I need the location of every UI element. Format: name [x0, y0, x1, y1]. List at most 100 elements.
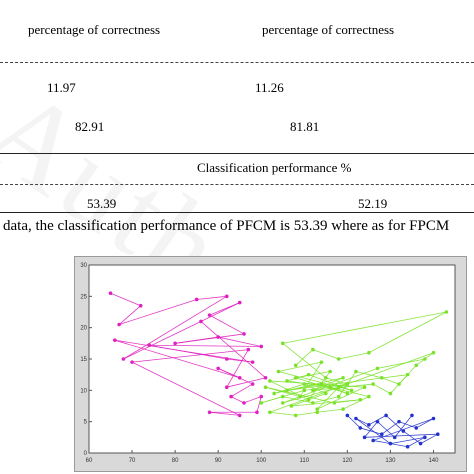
green-link-line [312, 349, 339, 360]
x-tick-label: 120 [342, 458, 353, 464]
magenta-point [108, 291, 113, 295]
magenta-point [242, 332, 246, 336]
green-link-line [282, 396, 313, 404]
blue-point [418, 441, 423, 446]
green-point [319, 360, 324, 364]
green-point [345, 382, 350, 386]
green-point [345, 391, 350, 396]
magenta-point [259, 394, 264, 399]
green-point [263, 385, 268, 389]
blue-link-line [420, 433, 438, 444]
header-col1: percentage of correctness [28, 22, 161, 37]
magenta-link-line [200, 321, 266, 379]
magenta-point [207, 410, 212, 415]
x-tick-label: 70 [129, 458, 136, 464]
green-point [405, 372, 410, 377]
magenta-link-line [123, 302, 240, 360]
cell-r1c1: 11.97 [47, 80, 76, 95]
magenta-link-line [209, 411, 240, 416]
green-point [388, 391, 393, 396]
blue-point [354, 416, 358, 421]
cell-r2c1: 82.91 [75, 119, 105, 134]
y-tick-label: 30 [80, 263, 87, 269]
y-tick-label: 15 [80, 357, 87, 363]
green-link-line [295, 371, 331, 379]
green-point [380, 376, 384, 380]
green-link-line [317, 408, 344, 413]
green-point [349, 388, 354, 393]
x-tick-label: 60 [86, 458, 93, 464]
magenta-link-line [243, 396, 262, 404]
y-tick-label: 25 [80, 294, 87, 300]
green-point [311, 401, 315, 405]
magenta-point [237, 300, 242, 305]
blue-link-line [381, 421, 400, 435]
green-link-line [295, 349, 314, 366]
green-link-line [295, 411, 318, 416]
blue-point [435, 432, 440, 436]
blue-point [380, 432, 384, 436]
green-point [280, 401, 285, 405]
magenta-link-line [175, 336, 219, 344]
green-link-line [308, 374, 352, 391]
green-point [367, 394, 371, 399]
blue-link-line [398, 421, 417, 429]
magenta-point [216, 366, 220, 371]
magenta-link-line [123, 295, 227, 360]
green-point [306, 372, 311, 377]
green-link-line [372, 383, 391, 394]
classification-c1: 53.39 [87, 196, 117, 211]
green-point [367, 350, 371, 355]
blue-point [431, 416, 436, 421]
green-point [362, 385, 367, 389]
magenta-link-line [119, 299, 197, 325]
magenta-point [207, 313, 212, 317]
green-point [375, 366, 380, 371]
header-divider [0, 62, 474, 63]
blue-link-line [360, 427, 382, 435]
green-point [311, 388, 315, 393]
header-col2: percentage of correctness [262, 22, 395, 37]
magenta-link-line [149, 344, 262, 347]
green-link-line [291, 399, 361, 407]
green-point [298, 394, 302, 399]
blue-point [384, 413, 388, 418]
magenta-link-line [131, 361, 240, 416]
green-point [328, 385, 332, 389]
blue-link-line [347, 415, 361, 429]
magenta-point [237, 413, 242, 418]
x-tick-label: 100 [256, 458, 267, 464]
x-tick-label: 110 [300, 458, 310, 464]
blue-point [345, 413, 350, 418]
magenta-point [224, 385, 229, 389]
magenta-point [263, 376, 268, 380]
blue-point [410, 413, 414, 418]
blue-point [401, 429, 406, 433]
green-link-line [316, 386, 340, 410]
green-point [306, 397, 311, 402]
green-point [285, 379, 289, 383]
green-point [341, 376, 345, 380]
magenta-link-line [218, 368, 253, 385]
green-point [302, 382, 307, 386]
magenta-link-line [230, 396, 245, 404]
magenta-point [224, 357, 229, 361]
blue-point [375, 419, 380, 424]
magenta-point [259, 344, 264, 349]
blue-link-line [364, 433, 438, 438]
magenta-link-line [218, 336, 262, 347]
magenta-point [147, 343, 152, 348]
green-point [336, 385, 341, 389]
magenta-point [199, 319, 203, 324]
green-point [354, 369, 358, 374]
green-point [280, 394, 285, 399]
magenta-link-line [209, 314, 245, 335]
green-point [332, 401, 337, 405]
blue-link-line [407, 436, 426, 448]
magenta-link-line [132, 349, 249, 363]
green-point [293, 413, 298, 418]
green-point [324, 391, 328, 396]
green-point [276, 369, 281, 374]
table-rule [0, 153, 474, 154]
green-point [397, 382, 401, 386]
